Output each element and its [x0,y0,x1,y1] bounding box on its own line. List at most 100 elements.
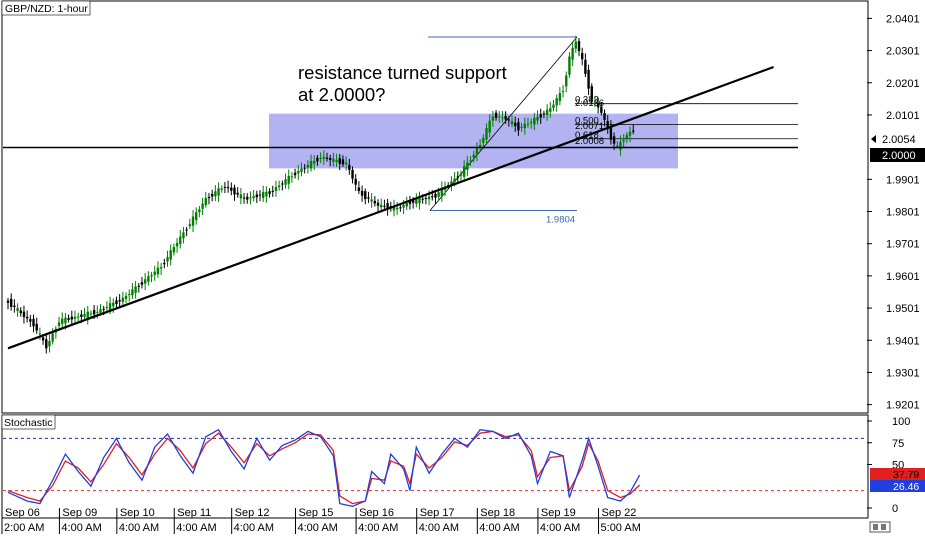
price-panel-frame [1,0,869,414]
candle [456,171,459,183]
candle [581,47,584,66]
fib-low-label: 1.9804 [546,215,575,226]
candle [198,205,201,218]
candle [297,164,300,180]
time-axis: Sep 06 Sep 09 Sep 10 Sep 11 Sep 12 Sep 15 Sep … [1,507,641,534]
candle [38,327,42,340]
time-label: 4:00 AM [119,522,159,534]
candle [220,185,223,193]
candle [504,111,507,124]
candle [159,262,163,275]
candle [405,196,408,211]
candle [226,180,230,193]
candle [558,87,562,106]
candle [344,156,348,171]
candle [319,152,322,164]
candle [501,110,504,123]
candle [622,134,625,147]
candle [281,180,284,191]
price-tick-label: 2.0301 [886,46,920,58]
candle [179,230,182,249]
time-label: 4:00 AM [297,522,337,534]
chart-scroll-icon[interactable] [869,521,891,533]
stochastic-k-line [7,428,641,507]
candle [462,160,466,180]
candle [265,186,268,203]
time-label: 5:00 AM [601,522,641,534]
candle [258,190,262,202]
time-label: 2:00 AM [4,522,44,534]
candle [303,164,306,174]
candle [415,193,418,208]
candle [475,142,479,162]
stochastic-tick-label: 100 [892,416,910,428]
time-label: 4:00 AM [479,522,519,534]
candle [520,122,523,132]
time-label: 4:00 AM [540,522,580,534]
candle [255,190,259,203]
candle [223,181,227,194]
fib-level-label: 2.0136 [575,98,604,109]
candle [625,131,629,143]
candle [287,169,290,190]
candle [373,196,377,207]
candle [517,118,520,136]
candle [571,41,574,67]
price-tick-label: 2.0401 [886,13,920,25]
candle [163,258,166,269]
candle [510,115,514,128]
candle [166,250,169,267]
candle [185,226,188,237]
candle [593,95,597,108]
price-tick-label: 1.9901 [886,174,920,186]
candle [115,296,118,308]
price-tick-label: 1.9501 [886,303,920,315]
indicator-title-box [1,414,56,430]
candle [16,303,19,317]
candle [364,188,367,205]
candle [472,150,475,163]
date-label: Sep 09 [62,507,97,519]
candle [367,191,370,204]
stochastic-d-value: 26.46 [893,481,919,493]
time-label: 4:00 AM [176,522,216,534]
candle [332,152,335,167]
candle [19,307,22,317]
candle [328,154,332,167]
time-label: 4:00 AM [61,522,101,534]
stochastic-k-value: 37.79 [893,469,919,481]
candle [523,117,526,135]
candle [293,168,297,179]
candle [459,170,463,182]
candle [507,116,511,127]
date-label: Sep 22 [602,507,637,519]
candle [478,138,482,151]
stochastic-tick-label: 0 [892,503,898,515]
candle [600,101,603,116]
candle [628,126,632,143]
candle [236,187,239,198]
candle [587,64,590,95]
candle [542,110,546,119]
indicator-title: Stochastic [4,417,52,429]
candle [121,291,125,308]
candle [249,191,252,205]
stochastic-tick-label: 75 [892,438,904,450]
candle [9,293,13,311]
candle [25,310,29,323]
candle [35,317,38,334]
candle [271,185,274,197]
candle [137,283,140,293]
time-label: 4:00 AM [358,522,398,534]
candle [300,162,303,177]
candle [210,189,214,202]
candle [274,180,278,197]
candle [399,204,402,212]
candle [376,199,380,212]
candle [440,181,444,202]
price-axis: 2.0401 2.0301 2.0201 2.0101 1.9901 1.9801 1.97… [867,13,920,412]
candle [252,189,255,202]
price-tick-label: 2.0101 [886,110,920,122]
candle [418,191,421,210]
